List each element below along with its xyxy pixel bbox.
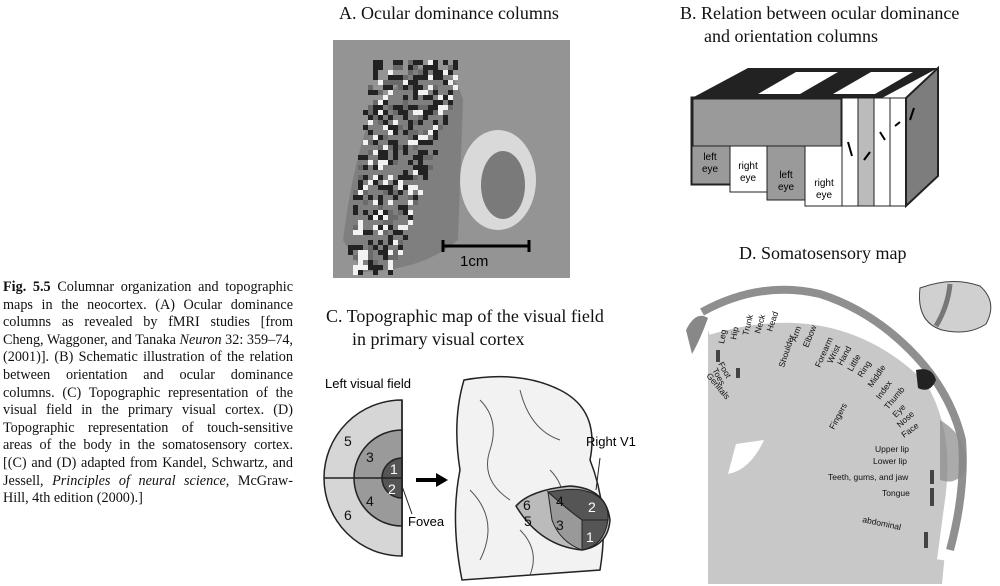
region-5-label: 5 <box>344 433 352 449</box>
region-4-label: 4 <box>366 493 374 509</box>
eye-label-1a: left <box>703 152 717 163</box>
region-2-label: 2 <box>388 481 396 497</box>
label-teeth-gums-jaw: Teeth, gums, and jaw <box>828 472 909 482</box>
region-1-label: 1 <box>390 461 398 477</box>
label-leg: Leg <box>716 328 728 344</box>
orientation-marks <box>847 107 915 161</box>
map-segments <box>716 350 934 548</box>
panel-c-title-line1: C. Topographic map of the visual field <box>326 306 604 326</box>
caption-journal: Neuron <box>179 331 222 348</box>
eye-label-2b: eye <box>740 173 757 184</box>
label-tongue: Tongue <box>882 488 910 498</box>
eye-label-3b: eye <box>778 182 795 193</box>
right-v1-label: Right V1 <box>586 434 636 449</box>
cortex-section <box>708 317 953 584</box>
figure-caption: Fig. 5.5 Columnar organization and topog… <box>3 279 293 508</box>
v1-region-2: 2 <box>588 499 596 515</box>
eye-label-4b: eye <box>816 190 833 201</box>
caption-text-2: 32: 359–74, (2001)]. (B) Schematic illus… <box>3 331 293 489</box>
top-stripes <box>758 72 913 94</box>
caption-text-1: Columnar organization and topographic ma… <box>3 279 293 348</box>
caption-text-3: , McGraw-Hill, 4th edition (2000).] <box>3 472 294 507</box>
ocular-orientation-block: left eye right eye left eye right eye <box>690 65 939 209</box>
ocular-dominance-image: 1cm <box>333 40 570 278</box>
eye-label-2a: right <box>738 161 758 172</box>
v1-region-4: 4 <box>556 493 564 509</box>
brain-inset-icon <box>918 281 992 333</box>
eye-label-3a: left <box>779 170 793 181</box>
scale-bar-label: 1cm <box>460 253 488 270</box>
label-lower-lip: Lower lip <box>873 456 907 466</box>
panel-a-title: A. Ocular dominance columns <box>339 3 559 23</box>
region-3-label: 3 <box>366 449 374 465</box>
caption-book: Principles of neural science <box>52 472 226 489</box>
panel-b-title-line1: B. Relation between ocular dominance <box>680 3 960 23</box>
v1-region-3: 3 <box>556 517 564 533</box>
panel-b-title-line2: and orientation columns <box>704 26 878 46</box>
v1-region-5: 5 <box>524 513 532 529</box>
region-6-label: 6 <box>344 507 352 523</box>
visual-field-map: Left visual field 5 6 3 4 1 2 Fovea 6 5 … <box>323 375 636 581</box>
v1-region-6: 6 <box>523 497 531 513</box>
label-upper-lip: Upper lip <box>875 444 909 454</box>
somatosensory-map: Leg Hip Trunk Neck Head Shoulder Arm Elb… <box>686 281 992 584</box>
figure-label: Fig. 5.5 <box>3 279 51 295</box>
panel-d-title: D. Somatosensory map <box>739 243 907 263</box>
eye-label-4a: right <box>814 178 834 189</box>
label-hip: Hip <box>728 326 740 341</box>
eye-label-1b: eye <box>702 164 719 175</box>
left-visual-field-label: Left visual field <box>325 376 411 391</box>
ocular-dominance-speckle <box>348 60 458 275</box>
panel-c-title-line2: in primary visual cortex <box>352 329 525 349</box>
v1-region-1: 1 <box>586 529 594 545</box>
fovea-label: Fovea <box>408 514 445 529</box>
